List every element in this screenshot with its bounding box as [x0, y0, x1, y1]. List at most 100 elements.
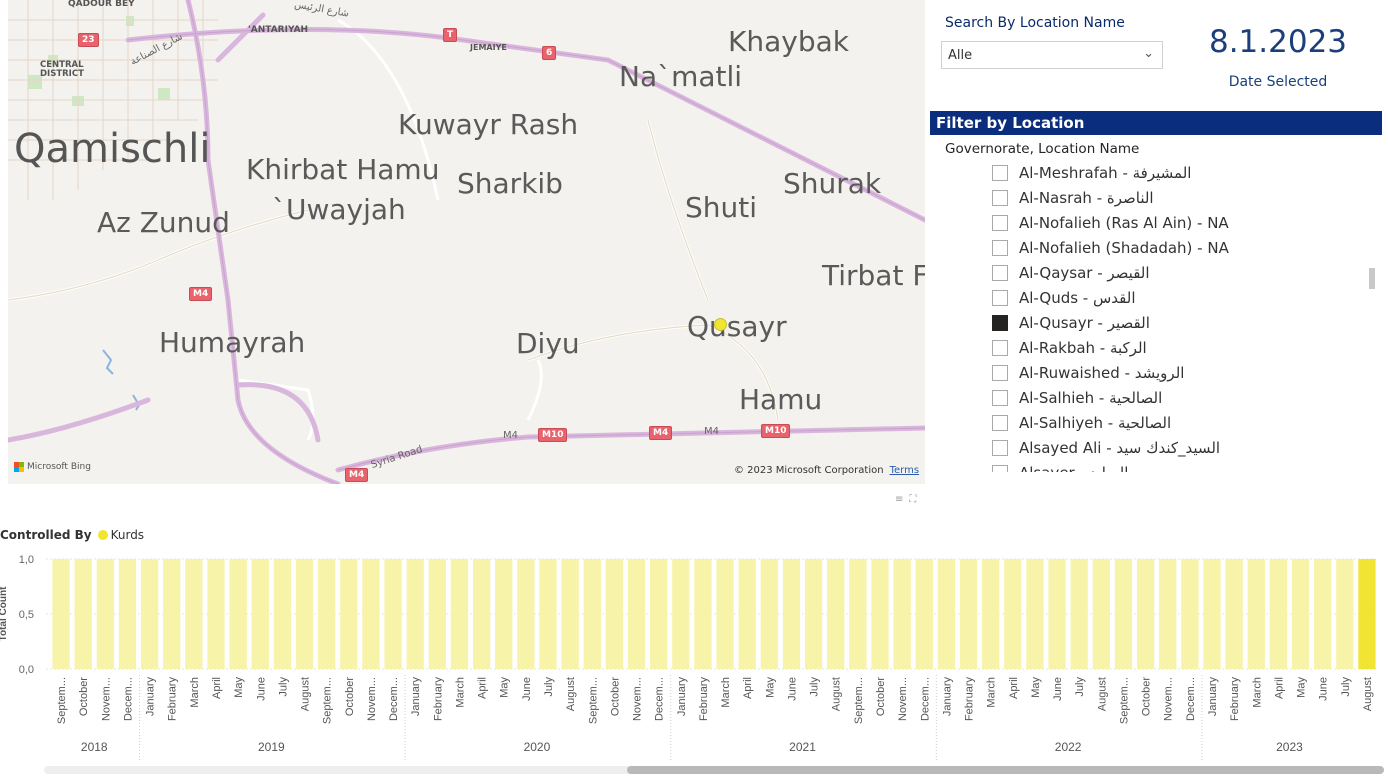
slicer-item[interactable]: Al-Quds - القدس [992, 285, 1352, 310]
checkbox[interactable] [992, 464, 1008, 472]
terms-link[interactable]: Terms [889, 465, 920, 476]
bar[interactable] [583, 559, 601, 669]
bar[interactable] [1136, 559, 1155, 669]
checkbox[interactable] [992, 314, 1008, 331]
bar[interactable] [716, 559, 734, 669]
bar[interactable] [428, 559, 446, 669]
bar[interactable] [1181, 559, 1199, 669]
bar[interactable] [561, 559, 579, 669]
x-tick-label: March [986, 677, 998, 708]
bar[interactable] [959, 559, 978, 669]
slicer-item[interactable]: Al-Nofalieh (Shadadah) - NA [992, 235, 1352, 260]
bar[interactable] [1225, 559, 1243, 669]
slicer-item[interactable]: Al-Meshrafah - المشيرفة [992, 160, 1352, 185]
bar[interactable] [52, 559, 70, 669]
bar[interactable] [982, 559, 1000, 669]
chart-scrollbar-thumb[interactable] [627, 766, 1384, 774]
bar[interactable] [1070, 559, 1088, 669]
bar[interactable] [273, 559, 292, 669]
slicer-item[interactable]: Alsayer - السايد [992, 460, 1352, 472]
bar[interactable] [140, 559, 159, 669]
location-slicer-list[interactable]: Al-Meshrafah - المشيرفة Al-Nasrah - الناص… [992, 160, 1352, 472]
bar[interactable] [1358, 559, 1376, 669]
bar[interactable] [362, 559, 380, 669]
bar[interactable] [849, 559, 867, 669]
bar[interactable] [1092, 559, 1110, 669]
bar[interactable] [517, 559, 535, 669]
focus-mode-icon[interactable]: ⛶ [909, 494, 923, 505]
bar[interactable] [1269, 559, 1288, 669]
bar[interactable] [384, 559, 402, 669]
bar[interactable] [627, 559, 646, 669]
bar[interactable] [915, 559, 933, 669]
bar[interactable] [1247, 559, 1265, 669]
bar[interactable] [472, 559, 491, 669]
slicer-item[interactable]: Al-Qusayr - القصير [992, 310, 1352, 335]
map-visual[interactable]: QADOUR BEY 'ANTARIYAH JEMAIYE CENTRAL DI… [8, 0, 925, 484]
checkbox[interactable] [992, 414, 1008, 431]
bar[interactable] [760, 559, 778, 669]
legend-series-label[interactable]: Kurds [110, 528, 145, 542]
bar[interactable] [827, 559, 845, 669]
bar[interactable] [694, 559, 712, 669]
bar-chart[interactable]: Total Count 0,0 0,5 1,0 Septem... October Nove… [0, 548, 1388, 760]
bar[interactable] [1159, 559, 1177, 669]
bar[interactable] [539, 559, 557, 669]
bar[interactable] [340, 559, 358, 669]
bar[interactable] [738, 559, 756, 669]
bar[interactable] [1004, 559, 1022, 669]
bar[interactable] [450, 559, 469, 669]
bar[interactable] [804, 559, 823, 669]
bar[interactable] [163, 559, 181, 669]
checkbox[interactable] [992, 289, 1008, 306]
slicer-item[interactable]: Al-Nasrah - الناصرة [992, 185, 1352, 210]
bar[interactable] [1203, 559, 1221, 669]
bar[interactable] [1336, 559, 1354, 669]
filter-icon[interactable]: ≡ [895, 494, 910, 505]
bar[interactable] [1291, 559, 1310, 669]
checkbox[interactable] [992, 439, 1008, 456]
bar[interactable] [871, 559, 889, 669]
bar[interactable] [74, 559, 92, 669]
slicer-item[interactable]: Al-Ruwaished - الرويشد [992, 360, 1352, 385]
location-dropdown[interactable]: Alle ⌄ [941, 41, 1163, 69]
chevron-down-icon: ⌄ [1143, 46, 1154, 61]
bar[interactable] [495, 559, 513, 669]
checkbox[interactable] [992, 364, 1008, 381]
slicer-item[interactable]: Al-Nofalieh (Ras Al Ain) - NA [992, 210, 1352, 235]
bar[interactable] [406, 559, 424, 669]
bar[interactable] [185, 559, 203, 669]
checkbox[interactable] [992, 389, 1008, 406]
bar[interactable] [893, 559, 911, 669]
bar[interactable] [650, 559, 668, 669]
bar[interactable] [251, 559, 269, 669]
bar[interactable] [118, 559, 137, 669]
bar[interactable] [782, 559, 801, 669]
bar[interactable] [318, 559, 336, 669]
slicer-item[interactable]: Al-Salhiyeh - الصالحية [992, 410, 1352, 435]
bar[interactable] [295, 559, 314, 669]
checkbox[interactable] [992, 339, 1008, 356]
checkbox[interactable] [992, 164, 1008, 181]
date-card-value: 8.1.2023 [1208, 24, 1348, 60]
slicer-item[interactable]: Al-Salhieh - الصالحية [992, 385, 1352, 410]
slicer-item[interactable]: Al-Qaysar - القيصر [992, 260, 1352, 285]
bar[interactable] [937, 559, 956, 669]
bar[interactable] [96, 559, 114, 669]
checkbox[interactable] [992, 189, 1008, 206]
location-marker[interactable] [714, 318, 727, 331]
bar[interactable] [207, 559, 225, 669]
slicer-scrollbar[interactable] [1369, 268, 1375, 289]
bar[interactable] [605, 559, 624, 669]
bar[interactable] [1048, 559, 1066, 669]
checkbox[interactable] [992, 239, 1008, 256]
slicer-item[interactable]: Alsayed Ali - السيد_كندك سيد [992, 435, 1352, 460]
bar[interactable] [1026, 559, 1044, 669]
checkbox[interactable] [992, 264, 1008, 281]
bar[interactable] [229, 559, 247, 669]
bar[interactable] [1314, 559, 1332, 669]
bar[interactable] [672, 559, 690, 669]
slicer-item[interactable]: Al-Rakbah - الركبة [992, 335, 1352, 360]
checkbox[interactable] [992, 214, 1008, 231]
bar[interactable] [1114, 559, 1133, 669]
